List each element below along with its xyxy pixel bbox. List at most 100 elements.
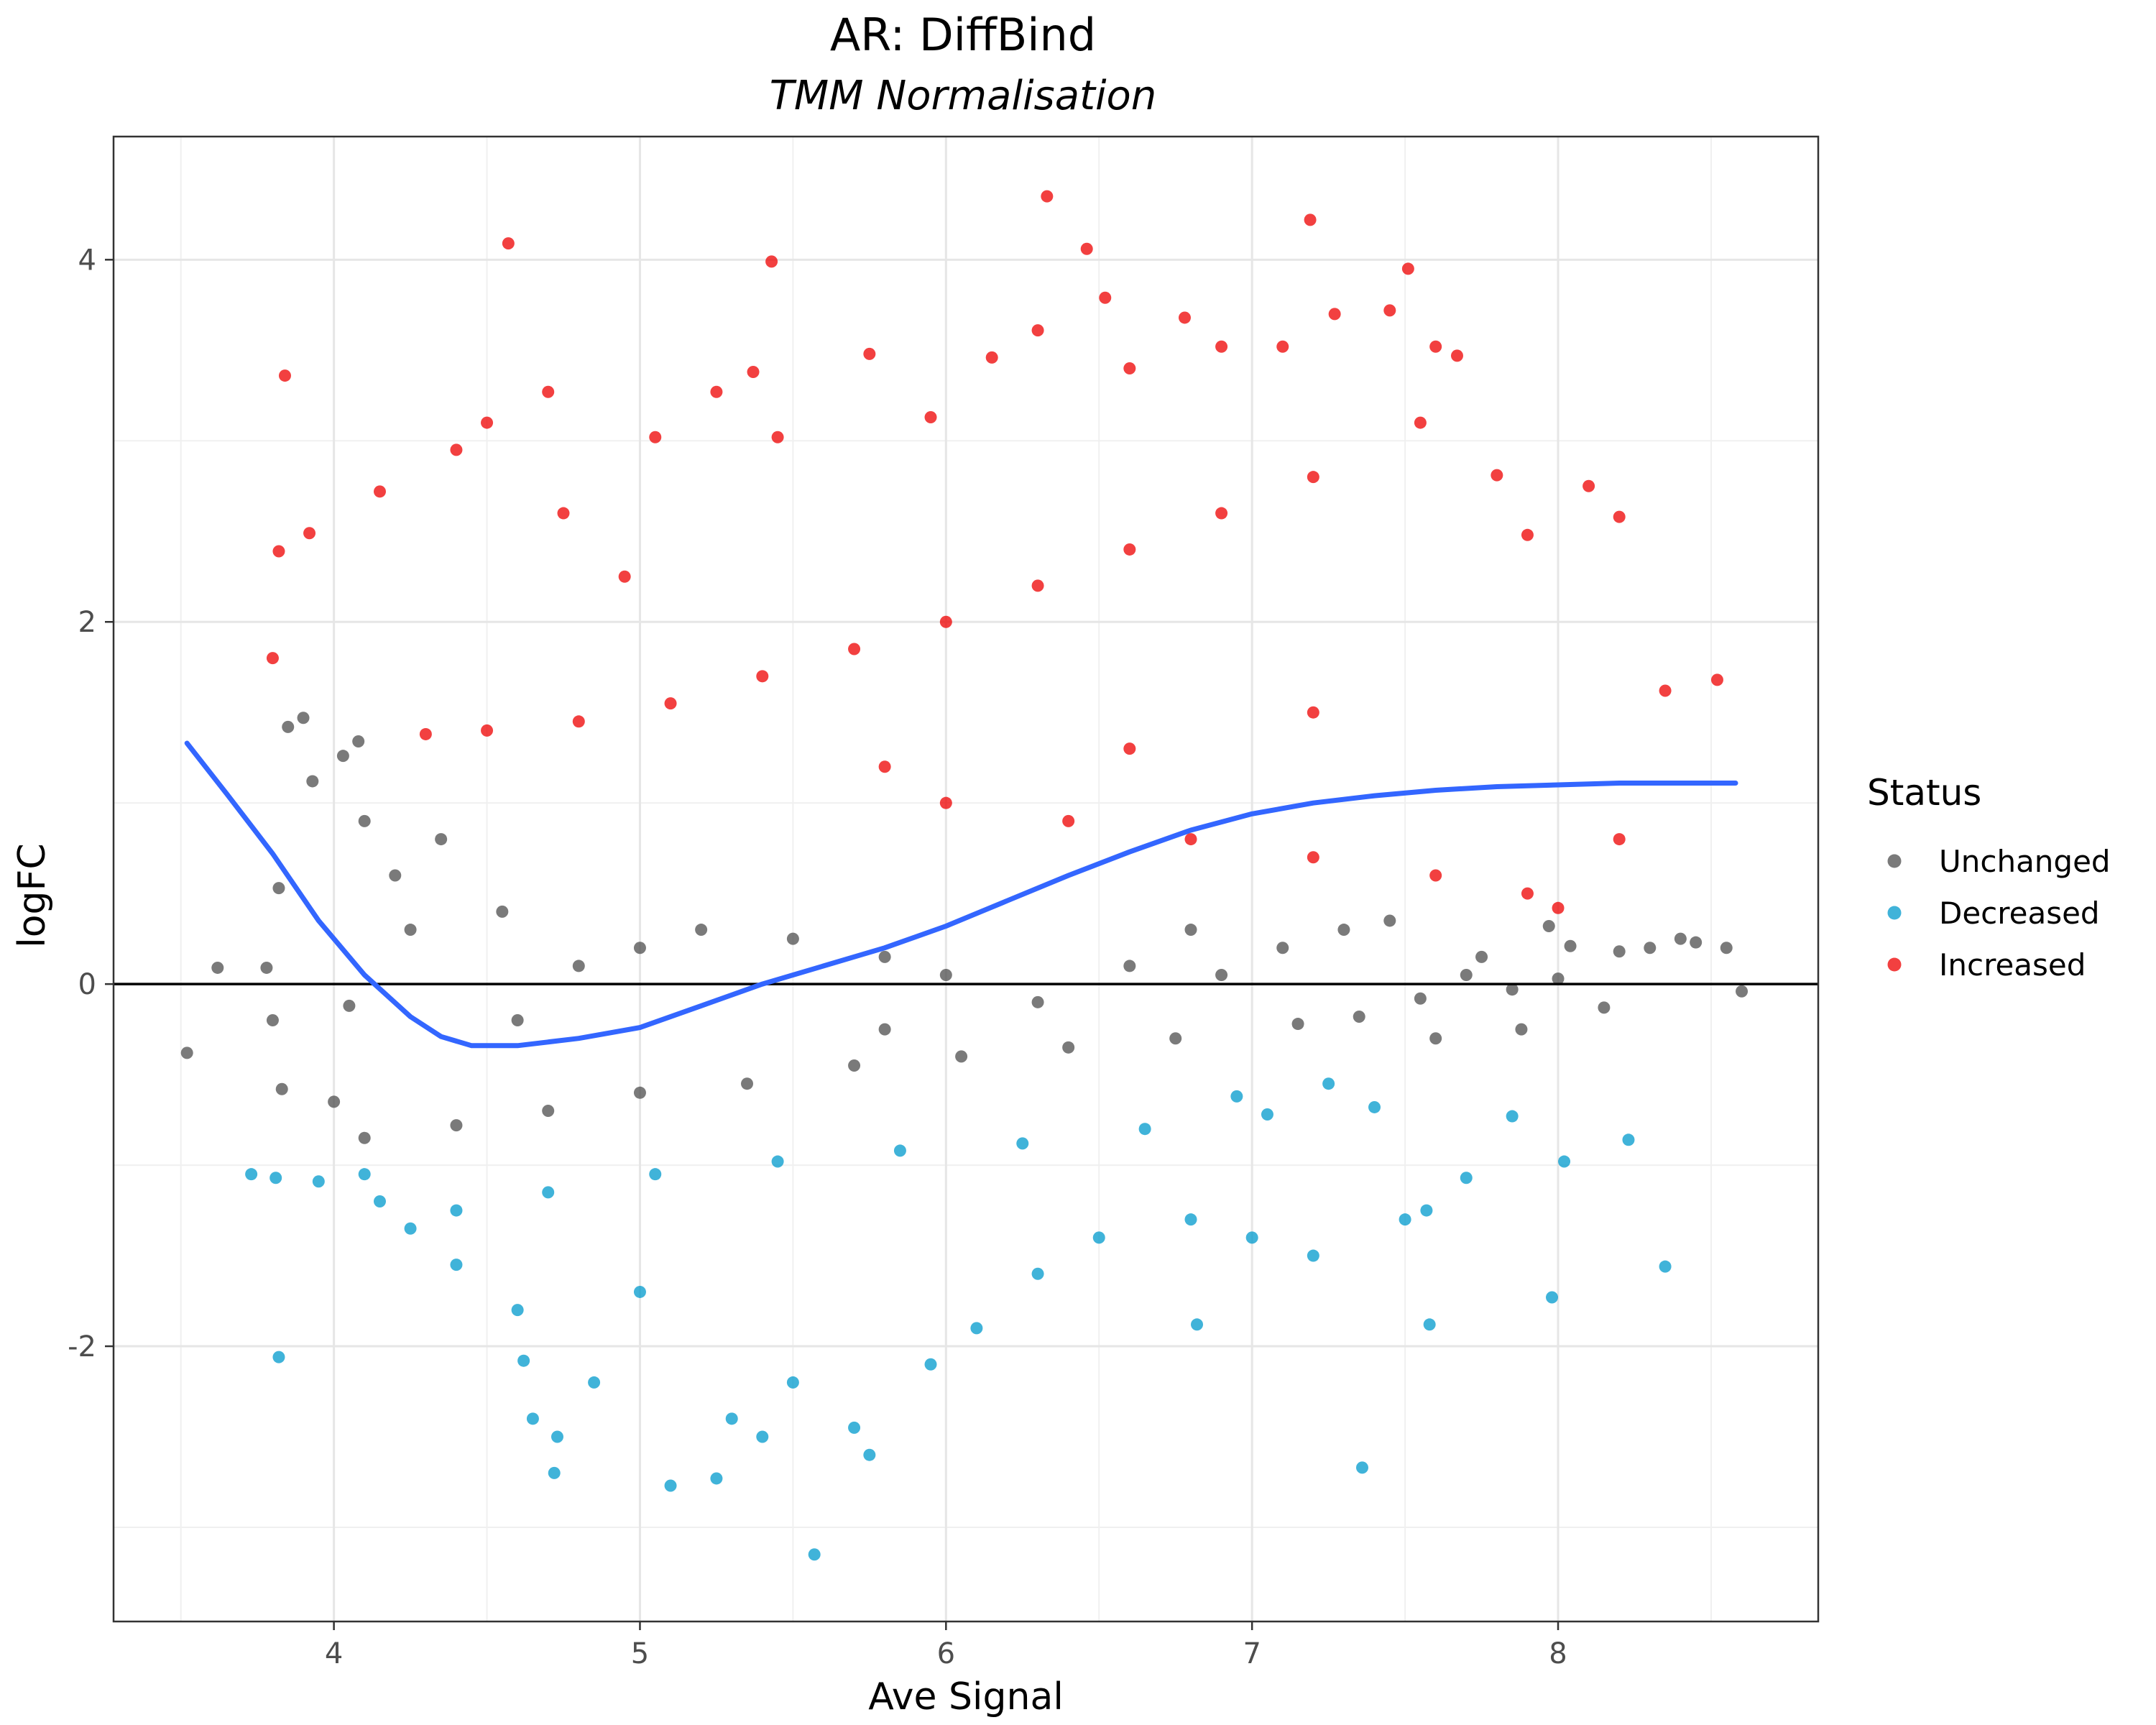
point-increased [1450, 349, 1463, 362]
point-decreased [1399, 1213, 1411, 1226]
point-unchanged [939, 969, 952, 982]
legend-title: Status [1867, 772, 1981, 814]
point-unchanged [786, 932, 799, 945]
point-decreased [404, 1222, 417, 1235]
point-increased [542, 385, 555, 398]
point-unchanged [450, 1119, 463, 1132]
point-increased [502, 237, 515, 250]
point-increased [1429, 869, 1442, 882]
point-decreased [848, 1421, 861, 1434]
point-decreased [1558, 1155, 1571, 1168]
point-increased [572, 715, 585, 728]
point-increased [1521, 528, 1534, 541]
legend-key-unchanged [1887, 854, 1902, 868]
point-unchanged [1542, 920, 1555, 933]
point-increased [1123, 362, 1136, 374]
point-unchanged [1613, 945, 1626, 958]
chart-title: AR: DiffBind [830, 9, 1096, 61]
point-unchanged [306, 775, 319, 788]
point-unchanged [1414, 992, 1427, 1005]
point-unchanged [1644, 942, 1657, 954]
legend-label-unchanged: Unchanged [1939, 844, 2111, 879]
point-increased [481, 416, 494, 429]
point-decreased [272, 1351, 285, 1363]
point-decreased [526, 1412, 539, 1425]
y-tick-label: -2 [68, 1330, 96, 1363]
point-unchanged [496, 905, 509, 918]
point-unchanged [741, 1077, 754, 1090]
point-increased [1583, 479, 1595, 492]
point-increased [1552, 901, 1565, 914]
point-increased [1041, 190, 1054, 203]
point-increased [272, 545, 285, 558]
point-increased [1328, 308, 1341, 321]
point-decreased [542, 1186, 555, 1199]
point-unchanged [343, 999, 356, 1012]
point-unchanged [511, 1014, 524, 1027]
point-increased [303, 527, 316, 540]
chart-subtitle: TMM Normalisation [770, 73, 1157, 119]
legend: Status Unchanged Decreased Increased [1867, 772, 2111, 983]
point-increased [649, 431, 662, 443]
point-decreased [1355, 1461, 1368, 1474]
legend-label-decreased: Decreased [1939, 896, 2100, 931]
point-unchanged [1169, 1032, 1182, 1045]
y-axis-title: logFC [11, 843, 54, 948]
data-points [180, 190, 1749, 1561]
minor-gridlines [114, 137, 1818, 1622]
point-unchanged [1291, 1018, 1304, 1031]
point-unchanged [1475, 950, 1488, 963]
point-decreased [1261, 1108, 1273, 1121]
point-decreased [450, 1204, 463, 1217]
point-unchanged [878, 950, 891, 963]
point-unchanged [358, 1131, 371, 1144]
point-decreased [1031, 1267, 1044, 1280]
point-decreased [649, 1168, 662, 1181]
point-unchanged [180, 1046, 193, 1059]
x-tick-label: 7 [1243, 1637, 1261, 1670]
point-increased [1613, 510, 1626, 523]
point-increased [1383, 304, 1396, 317]
point-decreased [1622, 1133, 1635, 1146]
point-increased [1276, 340, 1289, 353]
point-increased [1307, 471, 1319, 484]
point-increased [557, 507, 570, 520]
point-increased [1123, 543, 1136, 556]
point-unchanged [1184, 924, 1197, 937]
point-unchanged [1353, 1010, 1365, 1023]
point-unchanged [358, 814, 371, 827]
point-decreased [450, 1259, 463, 1271]
point-unchanged [297, 712, 310, 724]
point-decreased [664, 1479, 677, 1492]
point-decreased [1506, 1110, 1519, 1123]
point-increased [266, 652, 279, 665]
point-decreased [924, 1358, 937, 1371]
point-decreased [511, 1304, 524, 1317]
point-increased [756, 670, 769, 683]
point-decreased [1307, 1249, 1319, 1262]
point-increased [924, 411, 937, 424]
point-decreased [1423, 1318, 1436, 1331]
point-unchanged [282, 720, 295, 733]
point-decreased [373, 1195, 386, 1208]
point-decreased [771, 1155, 784, 1168]
point-decreased [550, 1430, 563, 1443]
point-unchanged [272, 882, 285, 895]
point-decreased [588, 1376, 601, 1389]
point-decreased [1092, 1231, 1105, 1244]
point-unchanged [878, 1023, 891, 1036]
point-increased [1080, 242, 1093, 255]
point-decreased [1659, 1260, 1672, 1273]
point-increased [771, 431, 784, 443]
point-increased [278, 369, 291, 382]
point-increased [747, 366, 760, 379]
point-increased [939, 796, 952, 809]
point-unchanged [1031, 995, 1044, 1008]
legend-key-increased [1887, 957, 1902, 972]
point-unchanged [389, 869, 402, 882]
y-tick-label: 2 [78, 606, 96, 639]
point-increased [863, 347, 876, 360]
point-unchanged [1429, 1032, 1442, 1045]
point-unchanged [260, 961, 273, 974]
point-decreased [517, 1354, 530, 1367]
